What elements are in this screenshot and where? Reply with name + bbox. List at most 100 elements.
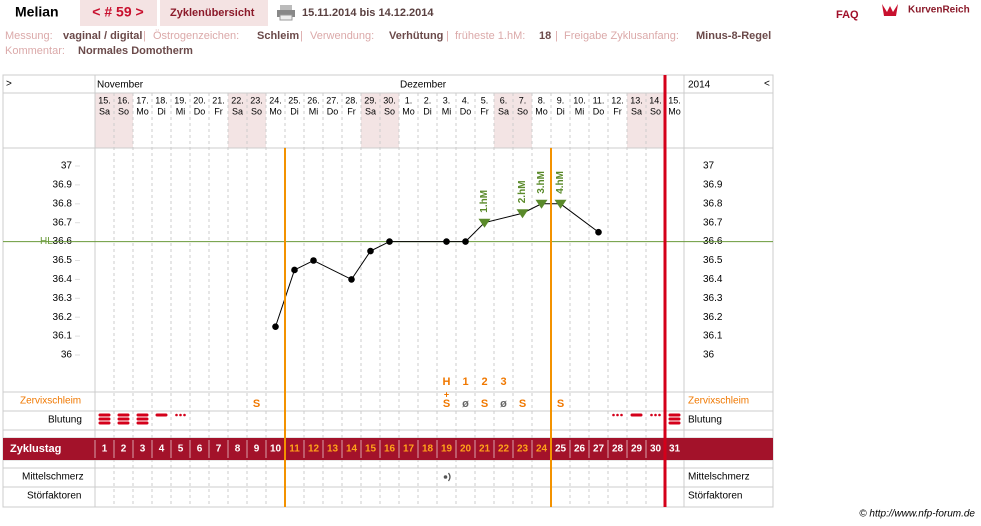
cycle-day: 10 [270,444,282,455]
day-number: 22. [231,95,244,105]
day-number: 10. [573,95,586,105]
cervix-mark: S [443,398,450,410]
cycle-chart: Messung: vaginal / digital Östrogenzeichen… [2,30,774,508]
weekday: Do [194,106,206,116]
disturbance-label: Störfaktoren [688,491,742,502]
info-value: Minus-8-Regel [696,30,771,42]
nav-right: < [764,79,770,90]
high-marker [535,199,548,209]
weekend-shade [114,93,133,148]
weekend-shade [494,93,513,148]
cycle-day: 31 [669,444,681,455]
logo-text[interactable]: KurvenReich [908,5,970,16]
day-number: 14. [649,95,662,105]
bleed-heavy [668,413,681,417]
bleed-spot [175,413,178,417]
y-tick-label: 36.8 [703,198,723,209]
bleed-heavy [98,413,111,417]
cervix-extra: + [444,389,449,399]
logo-icon [882,4,898,16]
temperature-point [291,266,298,274]
pain-label: Mittelschmerz [22,472,84,483]
cycle-day: 14 [346,444,358,455]
cycle-day: 5 [178,444,184,455]
info-label: Messung: [5,30,53,42]
cervix-mark: S [481,398,488,410]
y-tick-label: 36 [61,350,73,361]
weekday: Mo [535,106,548,116]
bleed-spot [179,413,182,417]
weekend-shade [247,93,266,148]
nav-box [80,0,157,26]
y-tick-label: 37 [703,161,715,172]
y-tick-label: 36.5 [53,255,73,266]
day-number: 24. [269,95,282,105]
peak-mark: 3 [500,376,506,388]
cycle-day: 27 [593,444,605,455]
weekday: Mi [442,106,452,116]
cycle-day: 15 [365,444,377,455]
info-value: 18 [539,30,551,42]
y-tick-label: 36.1 [53,331,73,342]
weekday: So [118,106,129,116]
faq-link[interactable]: FAQ [836,9,859,21]
weekday: Mi [309,106,319,116]
day-number: 28. [345,95,358,105]
weekday: Mo [269,106,282,116]
cycle-nav[interactable]: < # 59 > [92,4,143,20]
info-label: Freigabe Zyklusanfang: [564,30,679,42]
day-number: 26. [307,95,320,105]
pain-label: Mittelschmerz [688,472,750,483]
bleed-heavy [98,417,111,421]
day-number: 17. [136,95,149,105]
weekday: So [650,106,661,116]
temperature-point [386,238,393,245]
day-number: 6. [500,95,508,105]
cervix-mark: ø [462,398,469,410]
y-tick-label: 36.9 [53,180,73,191]
cycle-day: 19 [441,444,453,455]
high-label: 1.hM [479,190,490,213]
day-number: 8. [538,95,546,105]
bleed-spot [612,413,615,417]
tab-box [160,0,268,26]
weekend-shade [95,93,114,148]
pain-arc [447,472,451,482]
bleed-spot [654,413,657,417]
weekday: Fr [214,106,223,116]
cycle-day: 25 [555,444,567,455]
separator: | [555,30,558,42]
day-number: 23. [250,95,263,105]
cycle-day: 23 [517,444,529,455]
cervix-mark: S [519,398,526,410]
weekday: Sa [631,106,642,116]
weekday: Mi [176,106,186,116]
cycle-day: 4 [159,444,165,455]
cycle-day: 2 [121,444,127,455]
y-tick-label: 36.1 [703,331,723,342]
cycle-day: 22 [498,444,510,455]
bleed-heavy [98,421,111,425]
cervix-mark: S [253,398,260,410]
bleed-medium [155,413,168,417]
reference-label: HL [40,236,53,247]
print-icon[interactable] [277,5,295,21]
bleed-heavy [136,421,149,425]
info-label: Verwendung: [310,30,374,42]
weekday: So [384,106,395,116]
day-number: 16. [117,95,130,105]
weekday: Fr [480,106,489,116]
weekday: Fr [347,106,356,116]
cycle-day: 26 [574,444,586,455]
day-number: 11. [593,95,605,105]
overview-tab[interactable]: Zyklenübersicht [170,7,255,19]
cycle-day-bar [3,438,773,460]
nav-left: > [6,79,12,90]
cycle-day: 29 [631,444,643,455]
day-number: 19. [174,95,187,105]
cycle-day: 17 [403,444,415,455]
peak-mark: H [443,376,451,388]
disturbance-label: Störfaktoren [27,491,81,502]
bleed-spot [650,413,653,417]
y-tick-label: 37 [61,161,73,172]
